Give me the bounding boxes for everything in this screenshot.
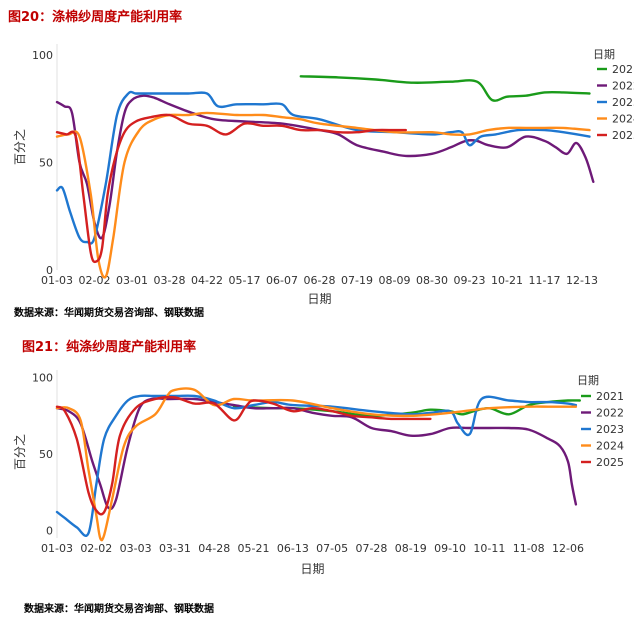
series-line-2021: [299, 75, 591, 102]
series-line-2024: [55, 111, 591, 279]
x-tick-label: 10-21: [491, 274, 523, 287]
legend-label-2021: 2021: [612, 63, 634, 76]
x-tick-label: 08-19: [395, 542, 427, 555]
series-line-2022: [55, 94, 595, 240]
x-tick-label: 02-02: [80, 542, 112, 555]
legend-title: 日期: [577, 374, 599, 387]
x-tick-label: 03-31: [159, 542, 191, 555]
source-note-2: 数据来源：华闻期货交易咨询部、钢联数据: [24, 604, 214, 615]
x-tick-label: 03-03: [120, 542, 152, 555]
series-line-2025: [55, 395, 432, 516]
series-line-2022: [55, 397, 578, 511]
series-line-2025: [55, 113, 407, 264]
y-tick-label: 50: [39, 156, 53, 169]
x-tick-label: 09-10: [434, 542, 466, 555]
legend-label-2022: 2022: [612, 80, 634, 93]
x-tick-label: 01-03: [41, 274, 73, 287]
x-tick-label: 12-13: [566, 274, 598, 287]
y-tick-label: 100: [32, 49, 53, 62]
legend-label-2024: 2024: [612, 113, 634, 126]
source-note-1: 数据来源：华闻期货交易咨询部、钢联数据: [14, 308, 204, 319]
series-line-2023: [55, 394, 578, 538]
y-tick-label: 50: [39, 448, 53, 461]
x-tick-label: 01-03: [41, 542, 73, 555]
x-tick-label: 03-28: [154, 274, 186, 287]
x-tick-label: 07-28: [355, 542, 387, 555]
legend-label-2025: 2025: [596, 456, 624, 469]
x-tick-label: 07-05: [316, 542, 348, 555]
y-tick-label: 0: [46, 264, 53, 277]
legend-label-2023: 2023: [612, 96, 634, 109]
x-tick-label: 04-22: [191, 274, 223, 287]
legend-label-2025: 2025: [612, 129, 634, 142]
line-chart-2: 0 50 100 01-03 02-02 03-03 03-31 04-28 05-21 06-1…: [13, 370, 624, 576]
x-tick-label: 08-09: [379, 274, 411, 287]
legend-label-2022: 2022: [596, 407, 624, 420]
x-tick-label: 06-07: [266, 274, 298, 287]
x-tick-label: 08-30: [416, 274, 448, 287]
x-tick-label: 11-17: [529, 274, 561, 287]
x-tick-label: 03-01: [116, 274, 148, 287]
x-tick-label: 06-13: [277, 542, 309, 555]
x-tick-label: 09-23: [454, 274, 486, 287]
x-tick-label: 04-28: [198, 542, 230, 555]
x-tick-label: 11-08: [513, 542, 545, 555]
legend-title: 日期: [593, 48, 615, 61]
y-tick-label: 100: [32, 372, 53, 385]
y-axis-title: 百分之: [13, 129, 27, 165]
legend-label-2021: 2021: [596, 390, 624, 403]
x-tick-label: 10-11: [473, 542, 505, 555]
figure-title-1: 图20：涤棉纱周度产能利用率: [8, 10, 183, 25]
figure-title-2: 图21：纯涤纱周度产能利用率: [22, 340, 197, 355]
x-tick-label: 07-19: [341, 274, 373, 287]
x-tick-label: 12-06: [552, 542, 584, 555]
y-tick-label: 0: [46, 524, 53, 537]
x-axis-title: 日期: [307, 292, 331, 306]
legend-label-2023: 2023: [596, 423, 624, 436]
series-line-2023: [55, 90, 591, 245]
legend-label-2024: 2024: [596, 440, 624, 453]
series-line-2024: [55, 387, 578, 542]
x-tick-label: 06-28: [304, 274, 336, 287]
y-axis-title: 百分之: [13, 434, 27, 470]
x-tick-label: 05-21: [238, 542, 270, 555]
x-axis-title: 日期: [300, 562, 324, 576]
x-tick-label: 05-17: [229, 274, 261, 287]
